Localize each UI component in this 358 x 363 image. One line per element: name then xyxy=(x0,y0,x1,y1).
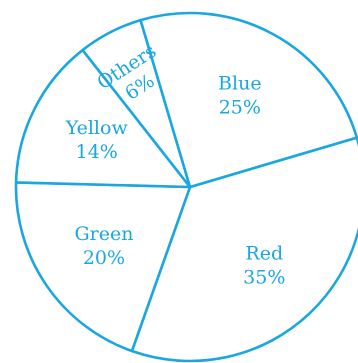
slice-percent-blue: 25% xyxy=(219,96,261,118)
pie-slices xyxy=(14,11,358,363)
slice-name-yellow: Yellow xyxy=(65,117,129,139)
slice-name-green: Green xyxy=(74,223,133,245)
slice-percent-green: 20% xyxy=(83,247,125,269)
slice-percent-red: 35% xyxy=(243,266,285,288)
pie-slice-blue xyxy=(139,11,358,189)
pie-slice-yellow xyxy=(14,48,192,189)
slice-name-red: Red xyxy=(245,242,283,264)
pie-slice-green xyxy=(14,181,192,353)
slice-percent-yellow: 14% xyxy=(76,141,118,163)
slice-name-blue: Blue xyxy=(218,72,262,94)
